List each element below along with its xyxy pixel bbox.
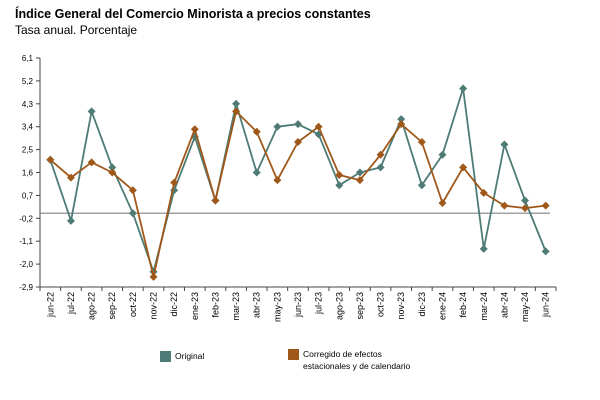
x-tick-label: oct-23 bbox=[376, 292, 386, 317]
series-point-corrected bbox=[541, 201, 550, 210]
series-point-corrected bbox=[128, 186, 137, 195]
chart-subtitle: Tasa anual. Porcentaje bbox=[15, 23, 138, 37]
x-tick-label: jun-23 bbox=[293, 292, 303, 318]
series-line-original bbox=[49, 87, 547, 273]
x-tick-label: sep-23 bbox=[355, 292, 365, 320]
y-tick-label: 1,6 bbox=[22, 169, 34, 178]
x-tick-label: dic-23 bbox=[417, 292, 427, 317]
legend-label-corrected: Corregido de efectos estacionales y de c… bbox=[303, 349, 411, 371]
x-tick-label: abr-23 bbox=[252, 292, 262, 318]
series-point-corrected bbox=[211, 196, 220, 205]
series-point-corrected bbox=[376, 150, 385, 159]
x-tick-label: dic-22 bbox=[169, 292, 179, 317]
series-point-original bbox=[541, 247, 550, 256]
x-tick-label: nov-23 bbox=[396, 292, 406, 320]
series-point-original bbox=[252, 168, 261, 177]
series-point-corrected bbox=[108, 168, 117, 177]
series-point-corrected bbox=[335, 171, 344, 180]
x-tick-label: jul-22 bbox=[66, 292, 76, 315]
y-tick-label: -0,2 bbox=[19, 214, 33, 223]
x-tick-label: feb-24 bbox=[458, 292, 468, 318]
series-point-corrected bbox=[294, 137, 302, 146]
series-point-corrected bbox=[252, 127, 261, 136]
series-point-original bbox=[335, 181, 344, 190]
legend-item-corrected: Corregido de efectos estacionales y de c… bbox=[288, 348, 423, 372]
x-tick-label: ago-23 bbox=[334, 292, 344, 320]
series-point-original bbox=[521, 196, 530, 205]
y-tick-label: 4,3 bbox=[22, 100, 34, 109]
x-tick-label: feb-23 bbox=[210, 292, 220, 318]
series-point-original bbox=[459, 84, 468, 93]
series-point-corrected bbox=[170, 178, 179, 187]
series-point-corrected bbox=[190, 125, 199, 134]
series-point-corrected bbox=[149, 272, 158, 281]
y-tick-label: 2,5 bbox=[22, 146, 34, 155]
series-point-original bbox=[66, 216, 75, 225]
series-point-original bbox=[355, 168, 364, 177]
series-point-corrected bbox=[397, 120, 406, 129]
legend-swatch-corrected bbox=[288, 349, 299, 360]
series-point-original bbox=[397, 115, 406, 124]
x-tick-label: nov-22 bbox=[149, 292, 159, 320]
x-tick-label: mar-23 bbox=[231, 292, 241, 321]
series-point-corrected bbox=[314, 122, 323, 131]
series-point-corrected bbox=[500, 201, 509, 210]
legend-label-original: Original bbox=[175, 351, 205, 361]
x-tick-label: may-23 bbox=[272, 292, 282, 322]
y-tick-label: 3,4 bbox=[22, 123, 34, 132]
legend-item-original: Original bbox=[160, 350, 204, 362]
series-point-corrected bbox=[521, 204, 530, 213]
x-tick-label: jun-24 bbox=[541, 292, 551, 318]
y-tick-label: -2,0 bbox=[19, 260, 33, 269]
series-point-original bbox=[294, 120, 302, 129]
x-tick-label: abr-24 bbox=[499, 292, 509, 318]
series-point-corrected bbox=[438, 199, 447, 208]
y-tick-label: -2,9 bbox=[19, 283, 33, 292]
series-point-corrected bbox=[46, 155, 55, 164]
legend-swatch-original bbox=[160, 351, 171, 362]
series-point-original bbox=[232, 99, 241, 108]
series-point-original bbox=[108, 163, 117, 172]
x-tick-label: ene-23 bbox=[190, 292, 200, 320]
x-tick-label: sep-22 bbox=[107, 292, 117, 320]
series-point-original bbox=[128, 209, 137, 218]
x-tick-label: mar-24 bbox=[479, 292, 489, 321]
y-tick-label: 6,1 bbox=[22, 54, 34, 63]
y-tick-label: -1,1 bbox=[19, 237, 33, 246]
series-point-corrected bbox=[232, 107, 241, 116]
series-point-corrected bbox=[355, 176, 364, 185]
series-point-original bbox=[376, 163, 385, 172]
x-tick-label: jun-22 bbox=[45, 292, 55, 318]
x-tick-label: may-24 bbox=[520, 292, 530, 322]
series-point-corrected bbox=[273, 176, 282, 185]
series-point-corrected bbox=[66, 173, 75, 182]
x-tick-label: oct-22 bbox=[128, 292, 138, 317]
x-tick-label: ene-24 bbox=[437, 292, 447, 320]
series-point-original bbox=[417, 181, 426, 190]
y-tick-label: 5,2 bbox=[22, 77, 34, 86]
x-tick-label: jul-23 bbox=[314, 292, 324, 315]
series-point-original bbox=[87, 107, 96, 116]
series-point-original bbox=[500, 140, 509, 149]
series-point-corrected bbox=[87, 158, 96, 167]
x-tick-label: ago-22 bbox=[87, 292, 97, 320]
series-point-original bbox=[438, 150, 447, 159]
series-point-corrected bbox=[479, 188, 488, 197]
chart-title: Índice General del Comercio Minorista a … bbox=[15, 7, 371, 21]
series-point-original bbox=[273, 122, 282, 131]
series-point-corrected bbox=[417, 137, 426, 146]
series-point-original bbox=[479, 244, 488, 253]
series-point-corrected bbox=[459, 163, 468, 172]
y-tick-label: 0,7 bbox=[22, 191, 34, 200]
